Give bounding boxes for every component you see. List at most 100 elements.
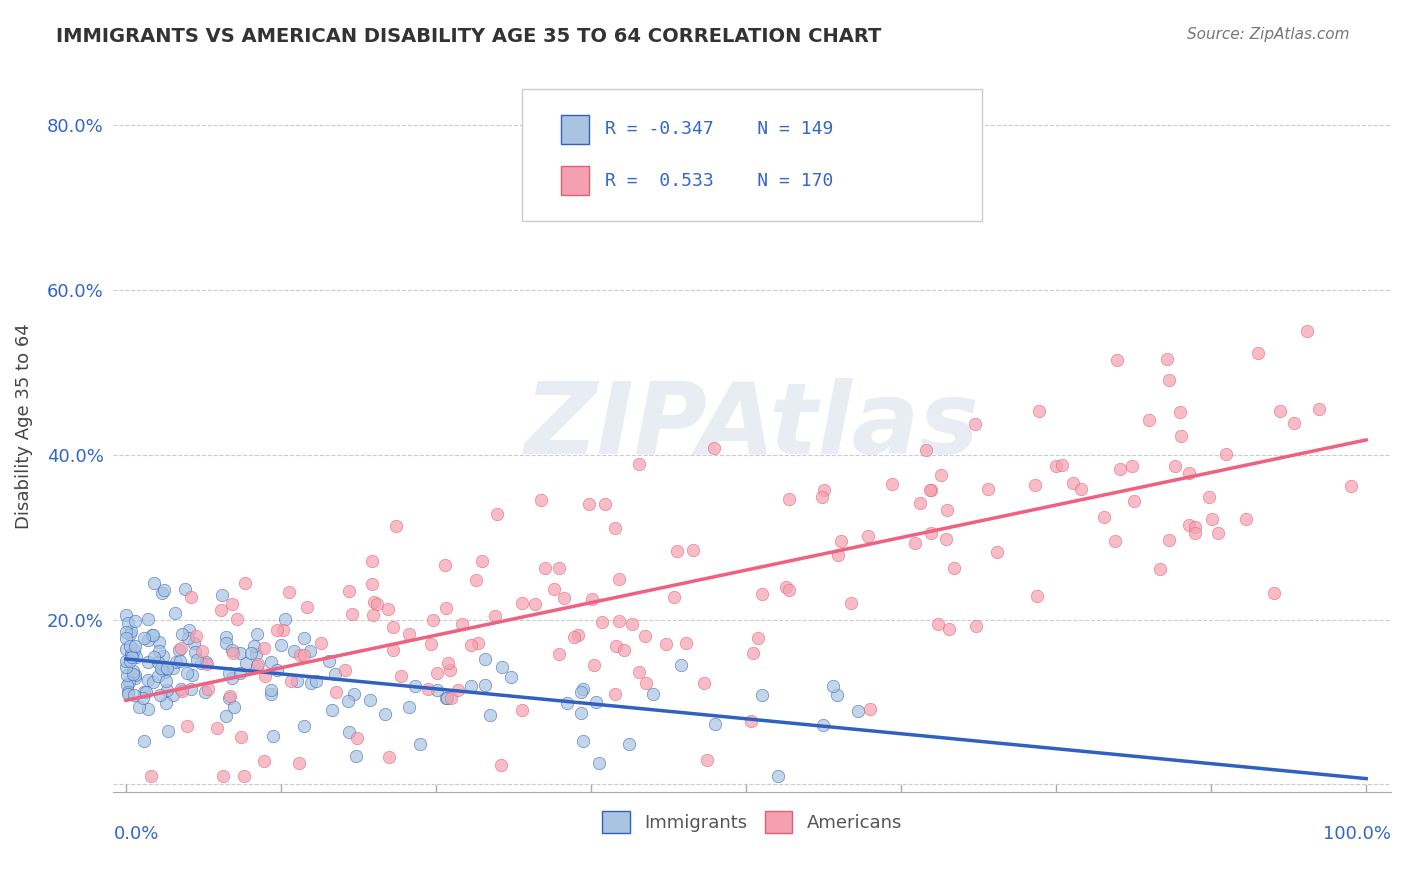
Americans xyxy=(389,669,412,683)
Immigrants xyxy=(321,703,343,717)
Immigrants xyxy=(132,690,155,705)
Americans xyxy=(524,597,547,611)
Americans xyxy=(583,658,606,673)
Americans xyxy=(1045,458,1067,473)
Americans xyxy=(1149,561,1171,575)
Immigrants xyxy=(120,648,142,663)
Americans xyxy=(426,665,449,680)
Americans xyxy=(778,582,800,597)
Immigrants xyxy=(117,687,139,701)
Immigrants xyxy=(157,724,180,739)
Immigrants xyxy=(146,655,169,669)
Text: IMMIGRANTS VS AMERICAN DISABILITY AGE 35 TO 64 CORRELATION CHART: IMMIGRANTS VS AMERICAN DISABILITY AGE 35… xyxy=(56,27,882,45)
Americans xyxy=(419,637,441,651)
Americans xyxy=(221,597,243,611)
Immigrants xyxy=(156,682,179,697)
Immigrants xyxy=(163,606,186,620)
Americans xyxy=(1184,526,1206,541)
Americans xyxy=(377,601,399,615)
Americans xyxy=(363,595,385,609)
Immigrants xyxy=(150,664,173,678)
Americans xyxy=(1170,429,1192,443)
Immigrants xyxy=(183,636,205,650)
Immigrants xyxy=(426,682,449,697)
Immigrants xyxy=(150,586,173,600)
Immigrants xyxy=(359,692,381,706)
Americans xyxy=(578,497,600,511)
Americans xyxy=(929,467,952,482)
Immigrants xyxy=(260,682,283,697)
Immigrants xyxy=(117,616,139,631)
Immigrants xyxy=(641,687,664,701)
Immigrants xyxy=(239,646,262,660)
Immigrants xyxy=(180,681,202,696)
Immigrants xyxy=(177,623,200,637)
Immigrants xyxy=(121,664,143,678)
Immigrants xyxy=(152,648,174,663)
Americans xyxy=(1121,459,1143,474)
Legend: Immigrants, Americans: Immigrants, Americans xyxy=(593,802,911,842)
Immigrants xyxy=(117,685,139,699)
Americans xyxy=(827,548,849,562)
Text: 100.0%: 100.0% xyxy=(1323,825,1391,844)
Americans xyxy=(385,519,408,533)
Americans xyxy=(747,632,769,646)
Immigrants xyxy=(117,678,139,692)
Americans xyxy=(703,442,725,456)
Americans xyxy=(398,626,420,640)
Immigrants xyxy=(588,756,610,770)
Americans xyxy=(1263,586,1285,600)
Americans xyxy=(229,730,252,744)
Immigrants xyxy=(555,696,578,710)
Immigrants xyxy=(120,639,142,653)
Americans xyxy=(437,657,460,671)
Immigrants xyxy=(273,612,295,626)
Immigrants xyxy=(285,673,308,688)
Immigrants xyxy=(478,708,501,723)
Immigrants xyxy=(122,642,145,657)
Americans xyxy=(775,580,797,594)
Immigrants xyxy=(221,671,243,685)
Americans xyxy=(1156,351,1178,366)
Americans xyxy=(1282,416,1305,430)
Immigrants xyxy=(120,647,142,661)
Americans xyxy=(636,676,658,690)
Americans xyxy=(471,554,494,568)
Immigrants xyxy=(167,642,190,657)
Americans xyxy=(696,753,718,767)
Americans xyxy=(1215,447,1237,461)
Immigrants xyxy=(221,642,243,657)
Americans xyxy=(191,644,214,658)
Americans xyxy=(333,663,356,677)
Immigrants xyxy=(176,665,198,680)
Americans xyxy=(1198,490,1220,504)
Immigrants xyxy=(156,661,179,675)
Immigrants xyxy=(153,582,176,597)
Americans xyxy=(1070,482,1092,496)
Immigrants xyxy=(846,704,869,718)
Immigrants xyxy=(292,719,315,733)
Americans xyxy=(605,639,627,653)
Immigrants xyxy=(135,684,157,698)
Americans xyxy=(233,769,256,783)
Immigrants xyxy=(155,673,177,688)
Americans xyxy=(904,536,927,550)
Immigrants xyxy=(146,669,169,683)
Immigrants xyxy=(222,700,245,714)
Immigrants xyxy=(170,627,193,641)
Americans xyxy=(337,584,360,599)
Americans xyxy=(778,492,800,507)
Immigrants xyxy=(434,690,457,705)
Americans xyxy=(1246,345,1268,359)
Immigrants xyxy=(243,640,266,654)
Americans xyxy=(278,585,301,599)
Immigrants xyxy=(246,627,269,641)
Americans xyxy=(447,682,470,697)
Immigrants xyxy=(155,696,177,710)
Immigrants xyxy=(325,667,347,681)
Americans xyxy=(1062,475,1084,490)
Immigrants xyxy=(165,655,187,669)
Immigrants xyxy=(115,642,138,657)
Immigrants xyxy=(825,688,848,702)
Americans xyxy=(548,561,571,575)
